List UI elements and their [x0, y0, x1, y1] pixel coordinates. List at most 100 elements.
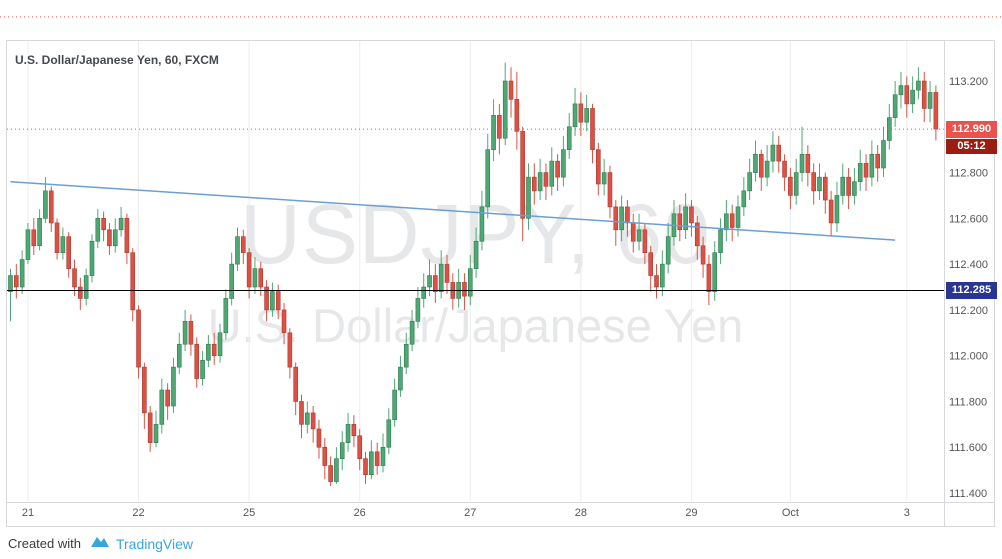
trendline[interactable]: [10, 180, 896, 241]
candle-body: [246, 252, 252, 288]
candle-body: [502, 80, 508, 139]
candle-body: [700, 245, 706, 265]
candle-body: [578, 103, 584, 123]
candle-body: [351, 424, 357, 437]
candle-body: [182, 321, 188, 345]
candle-body: [124, 218, 130, 253]
candle-body: [904, 85, 910, 105]
candle-body: [625, 206, 630, 224]
last-price-badge: 112.990: [946, 120, 997, 138]
candle-body: [188, 321, 194, 345]
candle-body: [747, 172, 752, 192]
candle-body: [427, 275, 432, 288]
candle-body: [526, 176, 531, 219]
candle-body: [799, 153, 805, 173]
candle-body: [328, 465, 333, 482]
candle-body: [776, 144, 782, 162]
tradingview-link[interactable]: TradingView: [115, 535, 194, 552]
candle-body: [142, 366, 147, 414]
candle-body: [107, 229, 112, 247]
candle-body: [520, 131, 525, 219]
time-axis-label: 21: [22, 507, 34, 519]
candle-body: [555, 160, 560, 178]
price-axis-label: 113.200: [949, 76, 988, 88]
candle-body: [235, 236, 240, 265]
candle-body: [805, 153, 811, 173]
price-axis-label: 111.600: [949, 442, 987, 454]
time-axis-label: 29: [685, 507, 697, 519]
candle-body: [491, 115, 496, 150]
tradingview-logo-icon[interactable]: [90, 533, 110, 554]
candle-body: [601, 172, 607, 185]
candle-body: [229, 263, 234, 299]
candle-body: [316, 428, 322, 448]
candle-body: [712, 252, 718, 292]
candle-body: [694, 222, 700, 247]
candle-body: [660, 263, 665, 288]
candle-body: [497, 115, 502, 139]
candle-body: [409, 321, 415, 345]
candle-body: [415, 298, 421, 322]
candle-body: [561, 149, 566, 178]
candle-body: [194, 343, 200, 379]
candle-body: [462, 282, 467, 297]
candle-body: [811, 172, 816, 192]
candle-body: [95, 218, 101, 242]
candle-body: [863, 163, 869, 178]
candle-body: [607, 172, 613, 208]
candle-body: [171, 366, 176, 407]
candle-body: [822, 176, 828, 201]
candle-body: [322, 446, 328, 466]
candle-body: [211, 343, 217, 356]
chart-legend[interactable]: U.S. Dollar/Japanese Yen, 60, FXCM: [15, 53, 219, 67]
candle-body: [514, 99, 520, 132]
candle-body: [927, 92, 933, 109]
candle-body: [54, 222, 60, 253]
candle-body: [654, 275, 659, 288]
candle-body: [438, 263, 444, 292]
candle-body: [31, 229, 37, 247]
candle-body: [176, 343, 182, 368]
candle-body: [590, 108, 595, 150]
candle-body: [136, 309, 141, 368]
candle-body: [875, 153, 880, 169]
candle-body: [357, 435, 363, 459]
candle-body: [642, 229, 648, 253]
candle-body: [60, 236, 66, 253]
candle-body: [258, 268, 264, 288]
candle-body: [72, 268, 77, 288]
candle-body: [852, 181, 857, 196]
candle-body: [770, 144, 776, 162]
candle-body: [200, 359, 205, 379]
candle-body: [788, 176, 793, 196]
candle-body: [910, 89, 915, 105]
candle-body: [398, 366, 403, 391]
candle-body: [758, 153, 764, 178]
candle-body: [305, 412, 310, 425]
candle-body: [531, 176, 537, 192]
candle-body: [206, 343, 211, 361]
candle-body: [881, 140, 886, 169]
time-axis-label: 28: [575, 507, 587, 519]
candle-body: [386, 419, 392, 448]
candle-body: [764, 160, 770, 178]
candle-body: [782, 160, 787, 178]
candle-body: [48, 190, 54, 224]
candle-body: [374, 451, 380, 466]
candle-body: [281, 309, 287, 334]
candle-body: [118, 218, 124, 231]
candle-body: [724, 213, 729, 231]
candle-body: [37, 218, 42, 247]
candle-body: [473, 240, 479, 269]
candle-body: [339, 442, 345, 459]
candle-body: [735, 206, 741, 228]
candle-body: [665, 236, 671, 265]
candle-body: [741, 190, 747, 208]
time-axis-label: 3: [904, 507, 910, 519]
bar-countdown-badge: 05:12: [946, 138, 997, 154]
candle-body: [444, 263, 450, 283]
attribution-bar: Created with TradingView: [0, 528, 1002, 559]
candle-body: [369, 451, 374, 476]
